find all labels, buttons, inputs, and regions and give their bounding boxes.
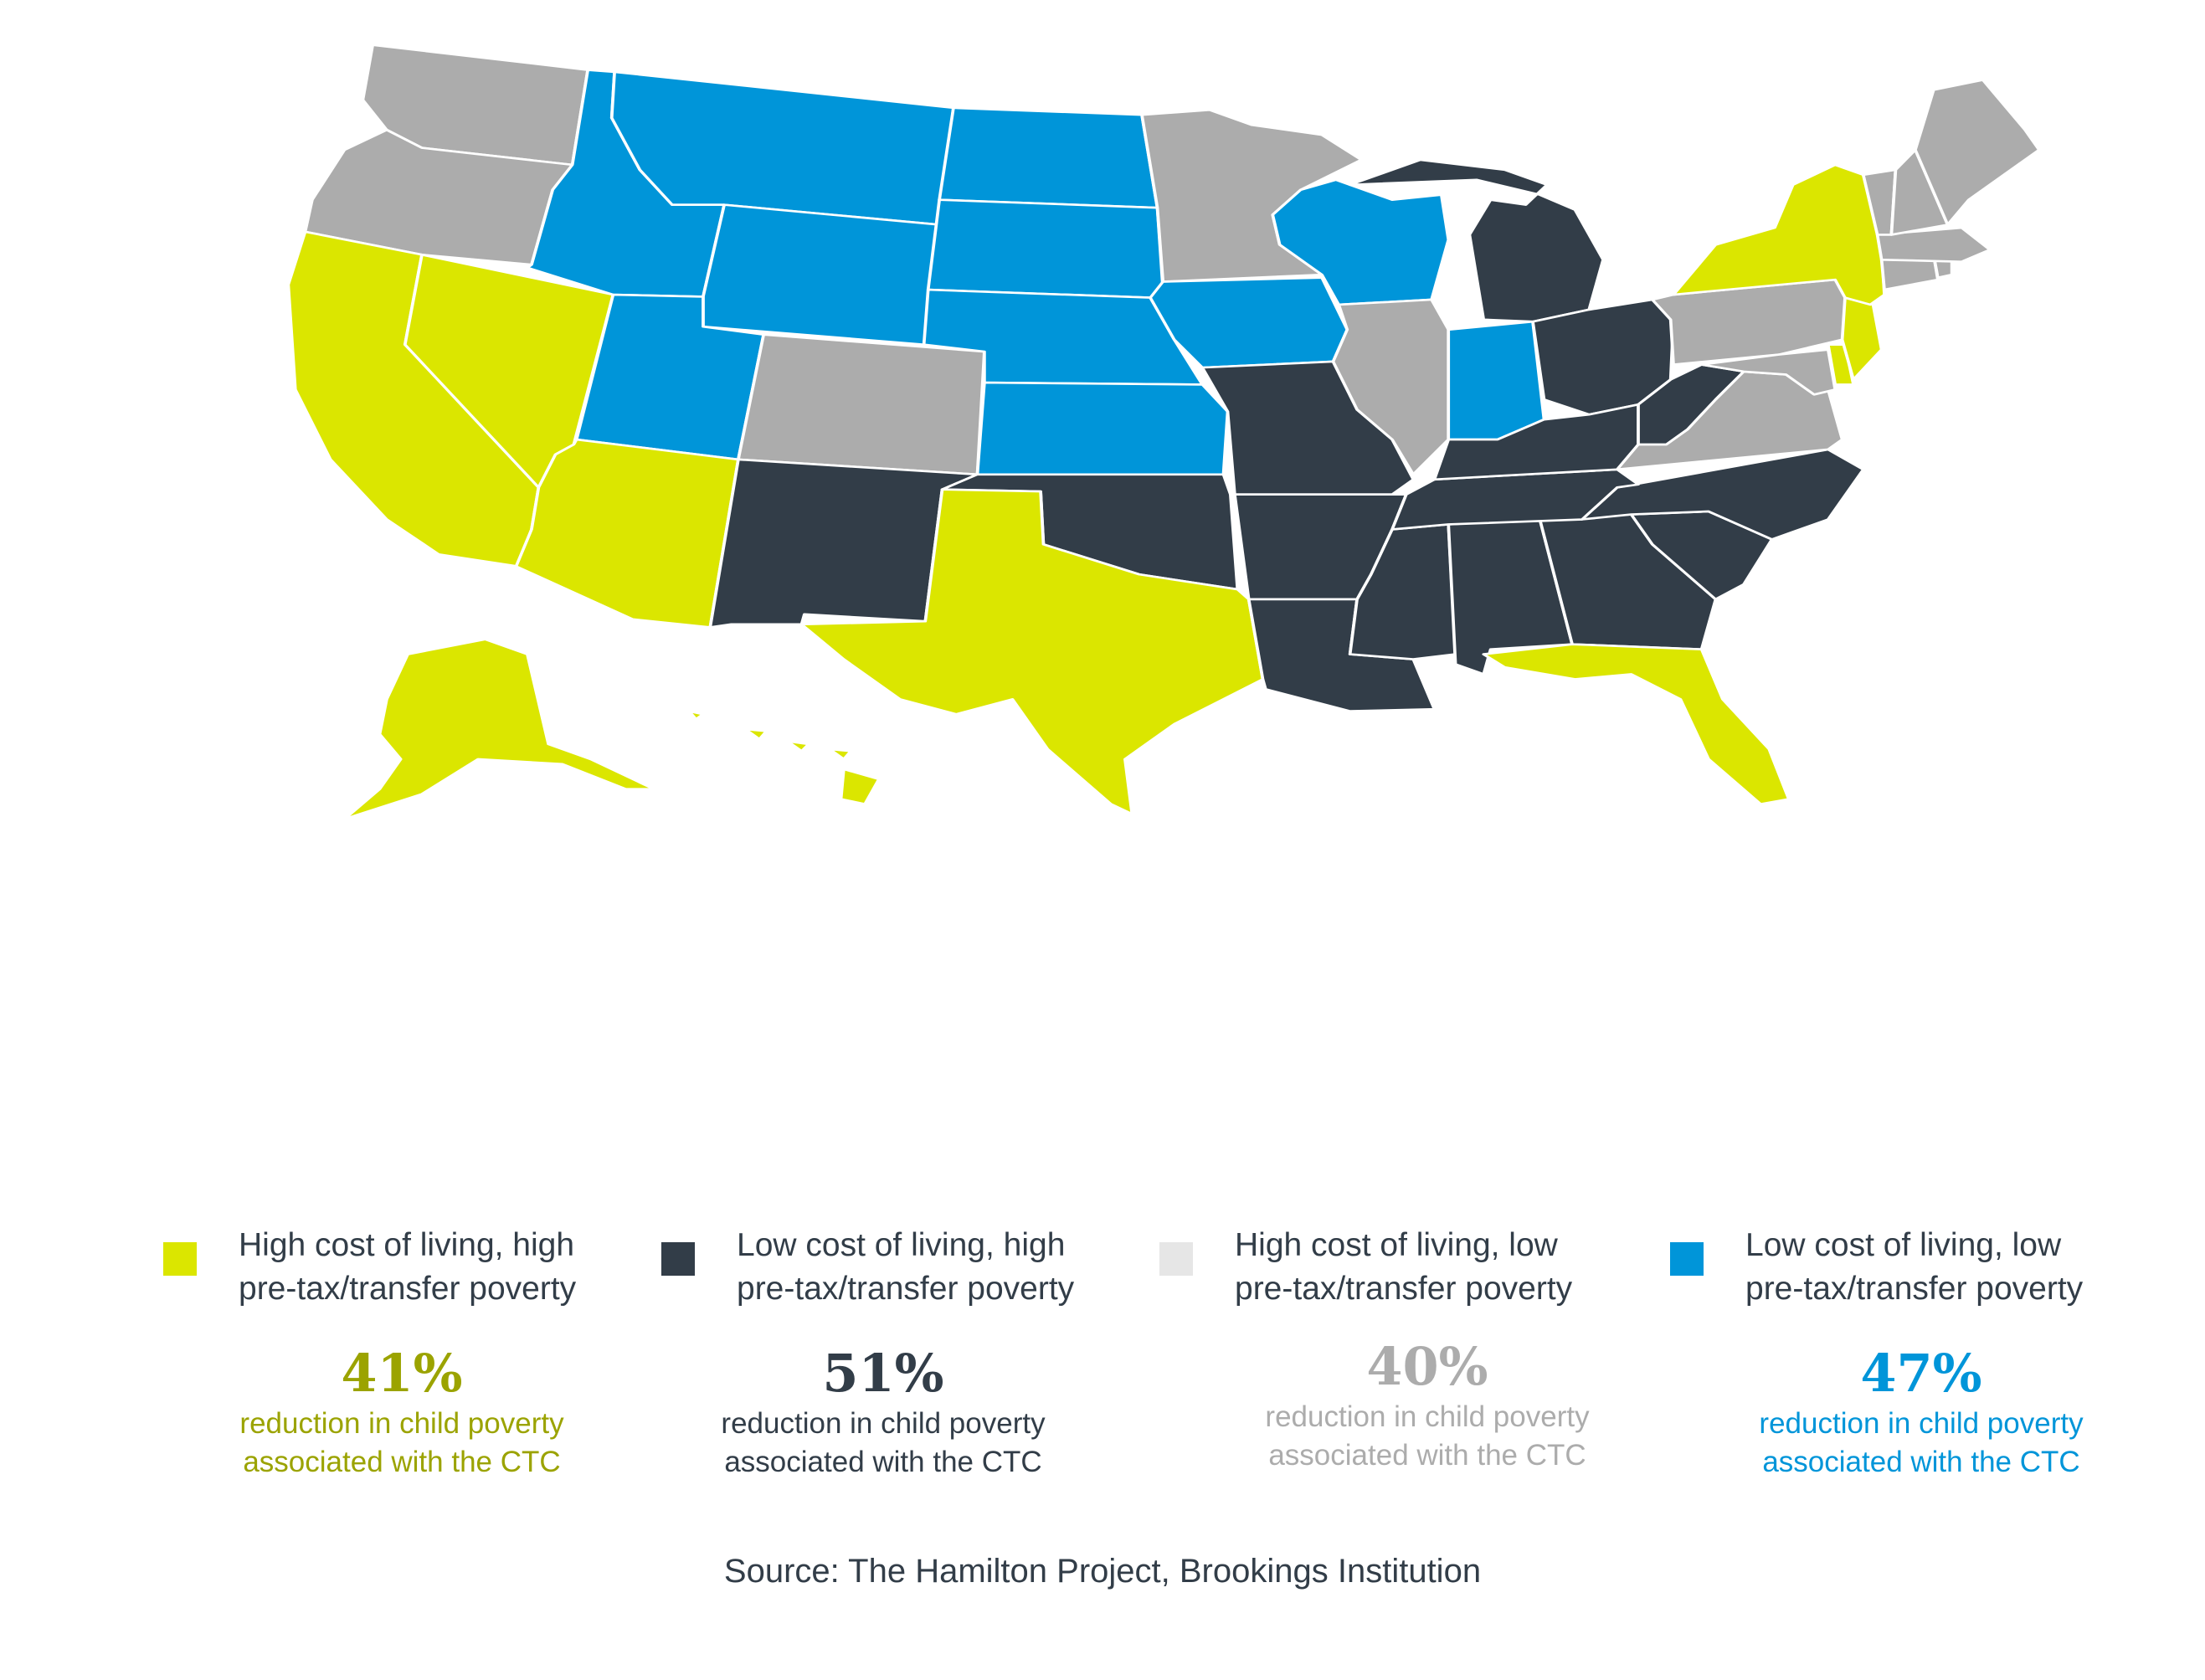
legend-label: Low cost of living, high pre-tax/transfe… — [737, 1224, 1205, 1311]
stat-description: reduction in child poverty associated wi… — [1687, 1405, 2156, 1482]
stat-high-cost-high-poverty: 41% reduction in child poverty associate… — [142, 1346, 661, 1482]
source-note: Source: The Hamilton Project, Brookings … — [723, 1553, 1482, 1590]
stat-description-line2: associated with the CTC — [1762, 1446, 2080, 1478]
state-MD — [1699, 348, 1838, 396]
stat-description: reduction in child poverty associated wi… — [649, 1405, 1118, 1482]
legend-label-line1: High cost of living, high — [239, 1227, 575, 1263]
state-KS — [975, 381, 1230, 476]
legend-label-line2: pre-tax/transfer poverty — [737, 1271, 1075, 1307]
legend-label-line2: pre-tax/transfer poverty — [1745, 1271, 2084, 1307]
legend-label-line2: pre-tax/transfer poverty — [239, 1271, 577, 1307]
state-NY — [1672, 163, 1886, 306]
stat-value: 47% — [1860, 1343, 1982, 1404]
stat-description-line1: reduction in child poverty — [1265, 1400, 1590, 1433]
stat-value: 41% — [341, 1343, 463, 1404]
us-state-map — [286, 44, 2041, 820]
stat-description-line2: associated with the CTC — [724, 1446, 1042, 1478]
stat-description-line1: reduction in child poverty — [721, 1407, 1046, 1440]
stat-description: reduction in child poverty associated wi… — [167, 1405, 636, 1482]
state-HI — [687, 710, 881, 805]
legend-label-line2: pre-tax/transfer poverty — [1235, 1271, 1573, 1307]
state-OR — [303, 128, 574, 266]
state-WI — [1271, 178, 1451, 306]
state-IL — [1331, 298, 1451, 476]
state-FL — [1482, 643, 1791, 805]
legend: High cost of living, high pre-tax/transf… — [0, 1205, 2205, 1507]
stat-value: 51% — [822, 1343, 944, 1404]
stat-description-line2: associated with the CTC — [1268, 1439, 1586, 1472]
legend-label-line1: High cost of living, low — [1235, 1227, 1558, 1263]
state-NC — [1580, 448, 1865, 541]
state-WY — [702, 203, 941, 346]
state-SD — [926, 198, 1165, 299]
legend-swatch — [163, 1242, 197, 1276]
legend-label: Low cost of living, low pre-tax/transfer… — [1745, 1224, 2205, 1311]
legend-label-line1: Low cost of living, high — [737, 1227, 1066, 1263]
legend-label-line1: Low cost of living, low — [1745, 1227, 2062, 1263]
state-TX — [799, 488, 1265, 815]
state-MI — [1348, 158, 1605, 323]
state-ND — [938, 106, 1159, 209]
stat-value: 40% — [1366, 1336, 1488, 1397]
legend-label: High cost of living, low pre-tax/transfe… — [1235, 1224, 1704, 1311]
legend-label: High cost of living, high pre-tax/transf… — [239, 1224, 707, 1311]
legend-swatch — [661, 1242, 695, 1276]
stat-description: reduction in child poverty associated wi… — [1193, 1398, 1662, 1475]
stat-high-cost-low-poverty: 40% reduction in child poverty associate… — [1168, 1339, 1687, 1475]
state-IN — [1447, 320, 1546, 441]
stat-description-line2: associated with the CTC — [243, 1446, 561, 1478]
state-AK — [342, 638, 655, 820]
state-MA — [1875, 226, 1992, 263]
legend-swatch — [1670, 1242, 1704, 1276]
state-AZ — [514, 438, 740, 629]
legend-swatch — [1159, 1242, 1193, 1276]
stat-description-line1: reduction in child poverty — [239, 1407, 564, 1440]
stat-description-line1: reduction in child poverty — [1759, 1407, 2084, 1440]
state-ME — [1914, 79, 2041, 226]
stat-low-cost-high-poverty: 51% reduction in child poverty associate… — [624, 1346, 1143, 1482]
stat-low-cost-low-poverty: 47% reduction in child poverty associate… — [1662, 1346, 2181, 1482]
state-CO — [737, 333, 986, 476]
